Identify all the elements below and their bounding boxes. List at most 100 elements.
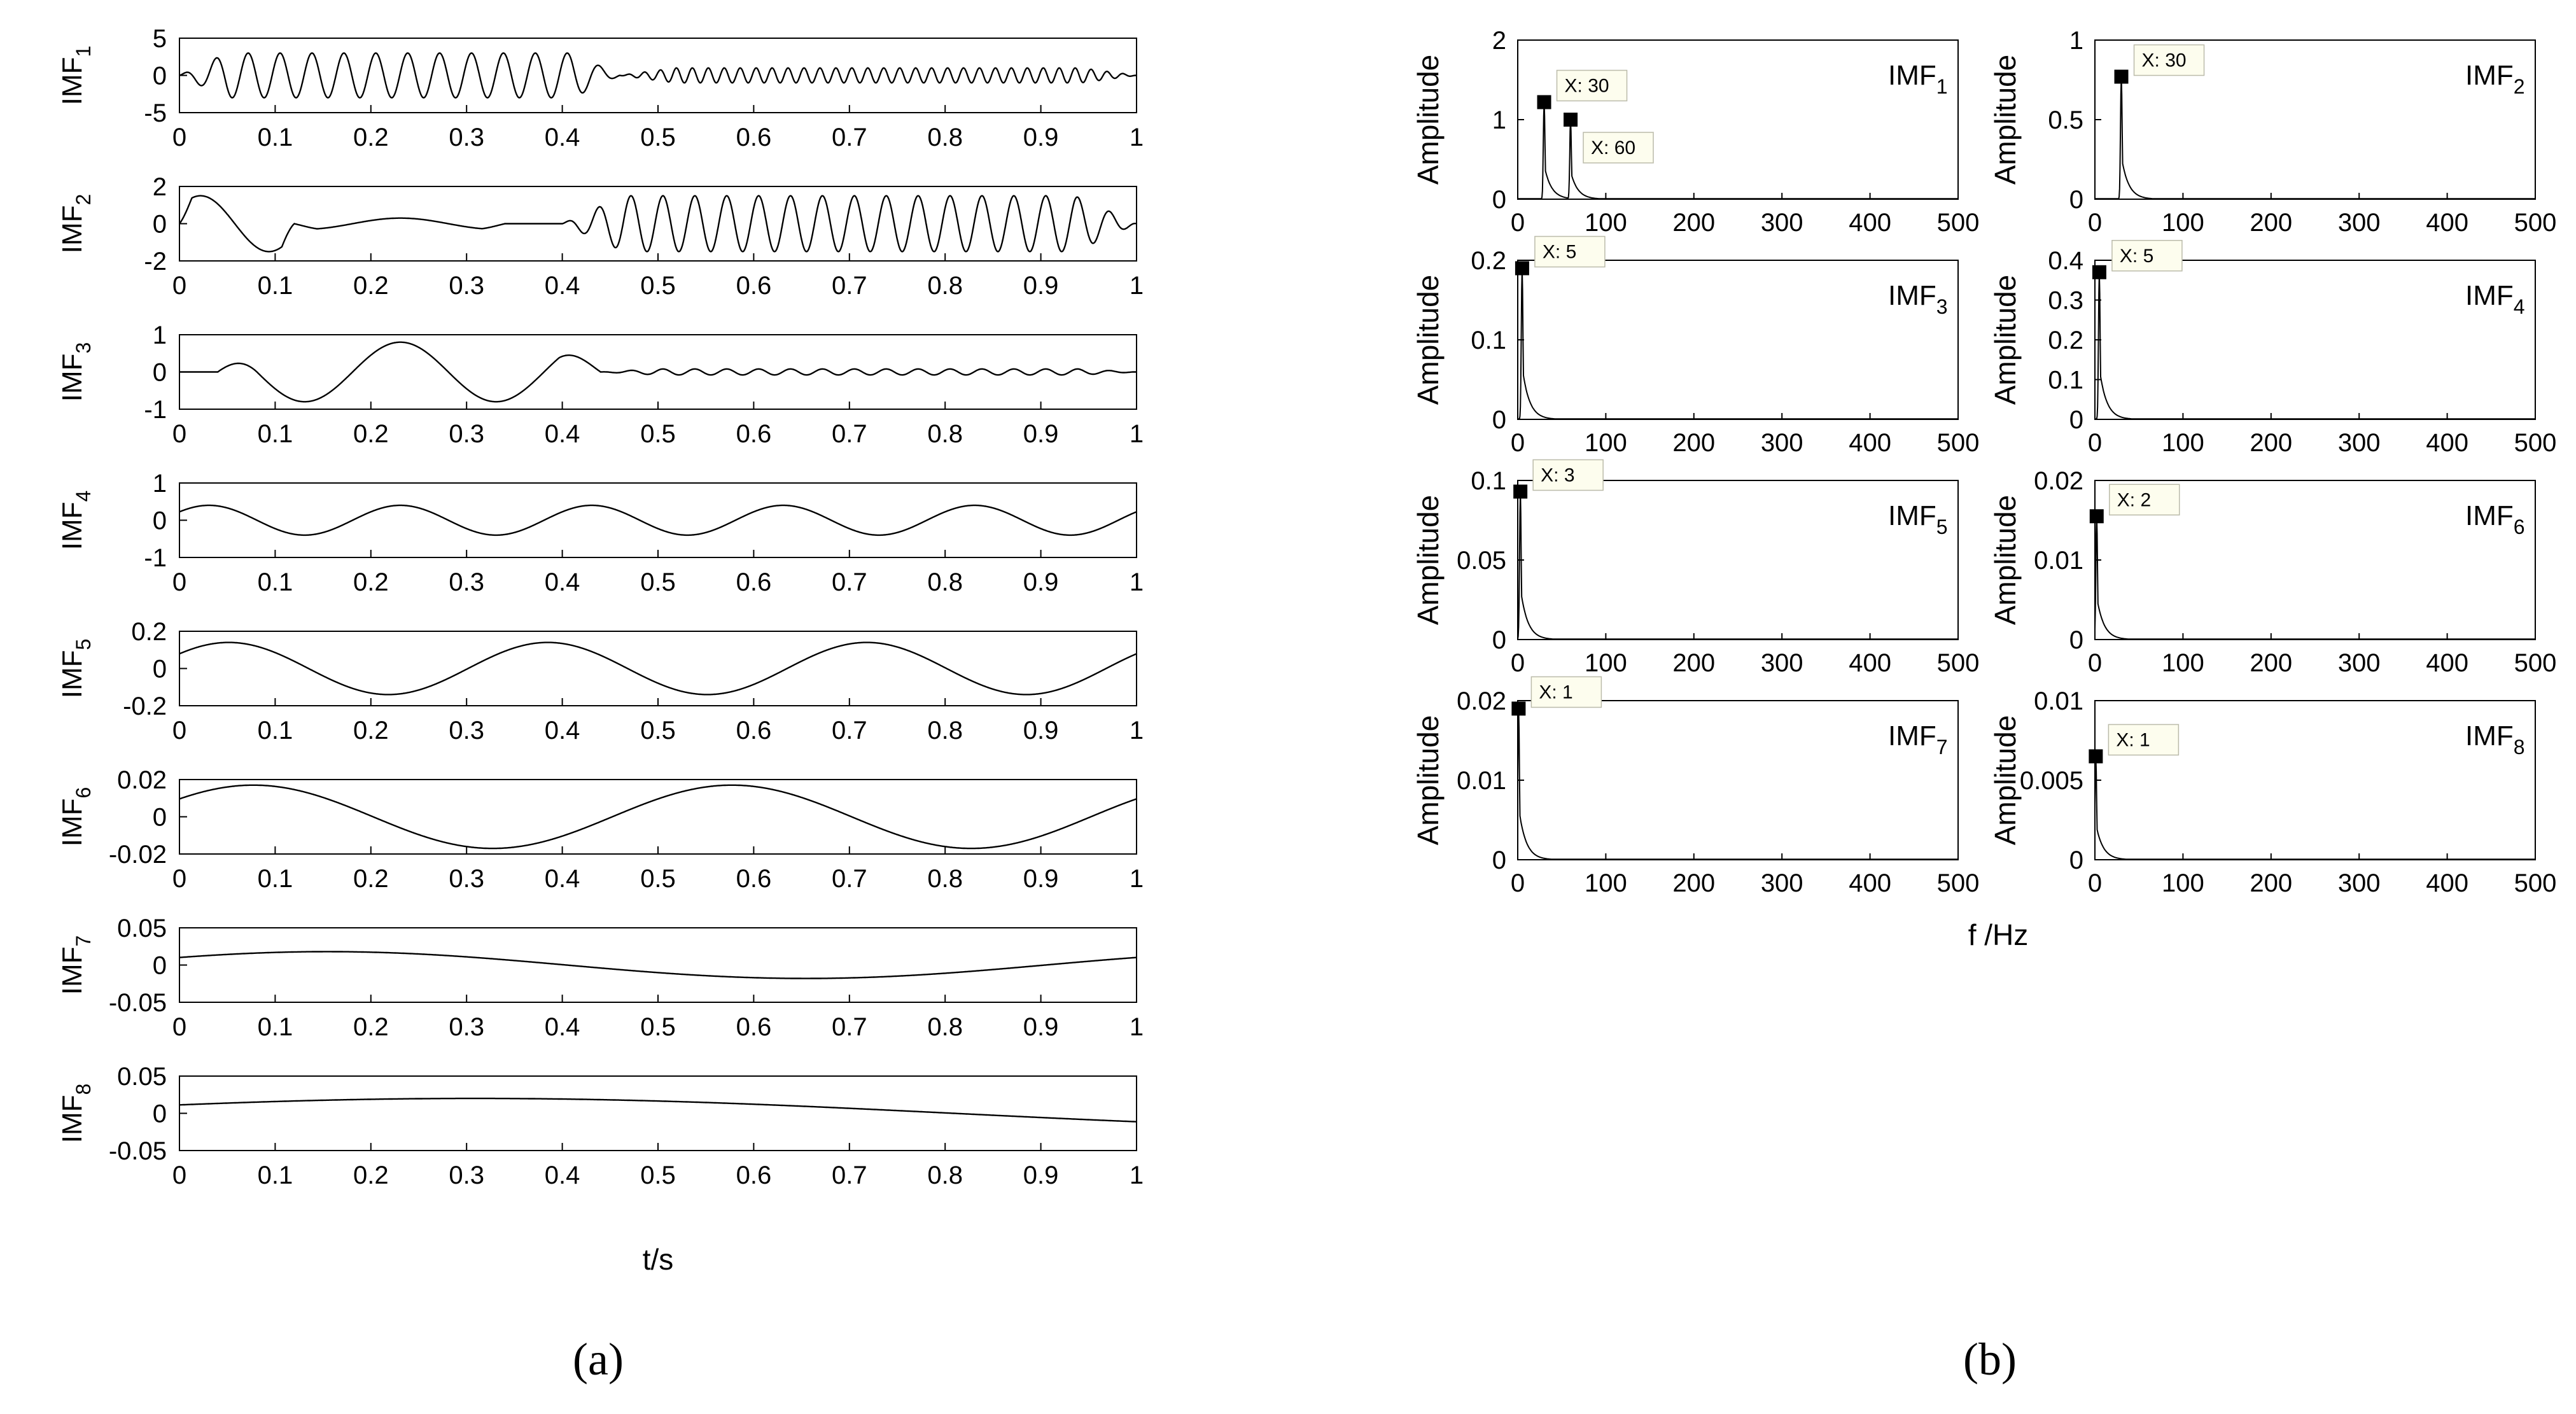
amplitude-ylabel: Amplitude [1989,715,2022,846]
peak-datatip-box [1532,459,1604,491]
imf-2-ylabel: IMF2 [57,194,95,254]
x-tick-label: 1 [1130,420,1144,448]
x-tick-label: 0.4 [545,865,580,893]
peak-marker [2089,749,2103,764]
x-tick-label: 0 [172,717,186,745]
x-tick-label: 0.8 [927,717,963,745]
x-tick-label: 0.5 [640,717,676,745]
y-tick-label: 0 [153,211,167,239]
x-tick-label: 0.8 [927,272,963,300]
x-tick-label: 0.6 [736,420,772,448]
y-tick-label: 0.1 [1471,326,1506,354]
x-tick-label: 0 [2088,429,2102,457]
x-tick-label: 0.7 [832,717,867,745]
imf-3-spectrum-subplot: X: 5 0 0.1 0.2 0 100 200 300 400 500 Amplitude IMF3 [1411,235,1980,457]
x-tick-label: 0.6 [736,717,772,745]
y-tick-label: 0.005 [2020,767,2083,795]
peak-marker [1564,113,1578,127]
x-tick-label: 0.9 [1023,1013,1059,1041]
imf-8-signal-line [179,1097,1137,1123]
imf-6-spectrum-subplot: X: 2 0 0.01 0.02 0 100 200 300 400 500 Amplitude IM… [1989,467,2556,677]
imf-8-label: IMF8 [2465,720,2525,759]
y-tick-label: 0.5 [2048,106,2083,134]
imf-3-ylabel: IMF3 [57,342,95,402]
x-tick-label: 300 [2338,429,2381,457]
amplitude-ylabel: Amplitude [1989,495,2022,626]
y-tick-label: 1 [153,470,167,498]
imf-3-label: IMF3 [1888,280,1948,318]
y-tick-label: 1 [2069,27,2083,55]
y-tick-label: -0.2 [123,692,167,720]
amplitude-ylabel: Amplitude [1411,55,1445,185]
amplitude-ylabel: Amplitude [1411,715,1445,846]
imf-5-signal-line [179,641,1137,696]
imf-1-label: IMF1 [1888,60,1948,98]
x-tick-label: 0.1 [258,420,293,448]
x-tick-label: 0.4 [545,272,580,300]
x-tick-label: 500 [1937,209,1980,237]
imf-4-spectrum-subplot: X: 5 0 0.1 0.2 0.3 0.4 0 100 200 300 400 500 Amplitu… [1989,240,2556,457]
x-tick-label: 200 [1672,649,1715,677]
peak-datatip-box [2108,724,2180,756]
imf-6-spectrum-line [2094,516,2535,640]
x-tick-label: 1 [1130,568,1144,596]
panel-b-xlabel: f /Hz [1968,918,2029,951]
peak-marker [2092,265,2106,279]
imf-6-axes-box [179,779,1137,855]
x-tick-label: 0.1 [258,1013,293,1041]
x-tick-label: 400 [1849,649,1891,677]
x-tick-label: 0.2 [353,865,389,893]
x-tick-label: 500 [2514,209,2557,237]
x-tick-label: 0.3 [449,272,484,300]
x-tick-label: 0.7 [832,1013,867,1041]
x-tick-label: 400 [2426,649,2468,677]
x-tick-label: 0.1 [258,865,293,893]
imf-8-ylabel: IMF8 [57,1084,95,1144]
peak-datatip-box [1534,235,1606,268]
x-tick-label: 0.2 [353,717,389,745]
y-tick-label: 2 [153,173,167,201]
x-tick-label: 500 [1937,429,1980,457]
y-tick-label: 2 [1492,27,1506,55]
x-tick-label: 0.9 [1023,717,1059,745]
peak-datatip-label: X: 60 [1591,137,1635,158]
x-tick-label: 0.3 [449,420,484,448]
x-tick-label: 100 [2162,429,2204,457]
y-tick-label: -0.05 [109,989,167,1017]
peak-datatip-label: X: 5 [2120,246,2153,267]
x-tick-label: 500 [1937,649,1980,677]
peak-marker [2089,509,2104,524]
x-tick-label: 0.5 [640,123,676,151]
y-tick-label: 0.02 [1457,687,1506,715]
x-tick-label: 100 [1585,429,1627,457]
amplitude-ylabel: Amplitude [1411,275,1445,405]
x-tick-label: 0.2 [353,123,389,151]
x-tick-label: 0.3 [449,717,484,745]
imf-5-spectrum-subplot: X: 3 0 0.05 0.1 0 100 200 300 400 500 Amplitude IMF… [1411,459,1980,677]
y-tick-label: 0.1 [2048,367,2083,395]
x-tick-label: 0 [172,865,186,893]
imf-7-ylabel: IMF7 [57,935,95,995]
imf-1-signal-line [179,52,1137,99]
imf-4-signal-line [179,504,1137,536]
x-tick-label: 0.7 [832,420,867,448]
x-tick-label: 0.8 [927,420,963,448]
amplitude-ylabel: Amplitude [1989,275,2022,405]
x-tick-label: 0.3 [449,1161,484,1189]
x-tick-label: 0.9 [1023,420,1059,448]
y-tick-label: 1 [1492,106,1506,134]
imf-3-axes-box [179,334,1137,410]
imf-5-time-subplot: -0.200.20 0.1 0.2 0.3 0.4 0.5 0.6 0.7 0.8 0.9 1IMF… [57,618,1144,745]
x-tick-label: 0.9 [1023,123,1059,151]
x-tick-label: 0.4 [545,568,580,596]
imf-7-label: IMF7 [1888,720,1948,759]
x-tick-label: 200 [1672,209,1715,237]
x-tick-label: 0.5 [640,865,676,893]
x-tick-label: 0.1 [258,272,293,300]
x-tick-label: 0 [2088,869,2102,897]
x-tick-label: 0.6 [736,865,772,893]
